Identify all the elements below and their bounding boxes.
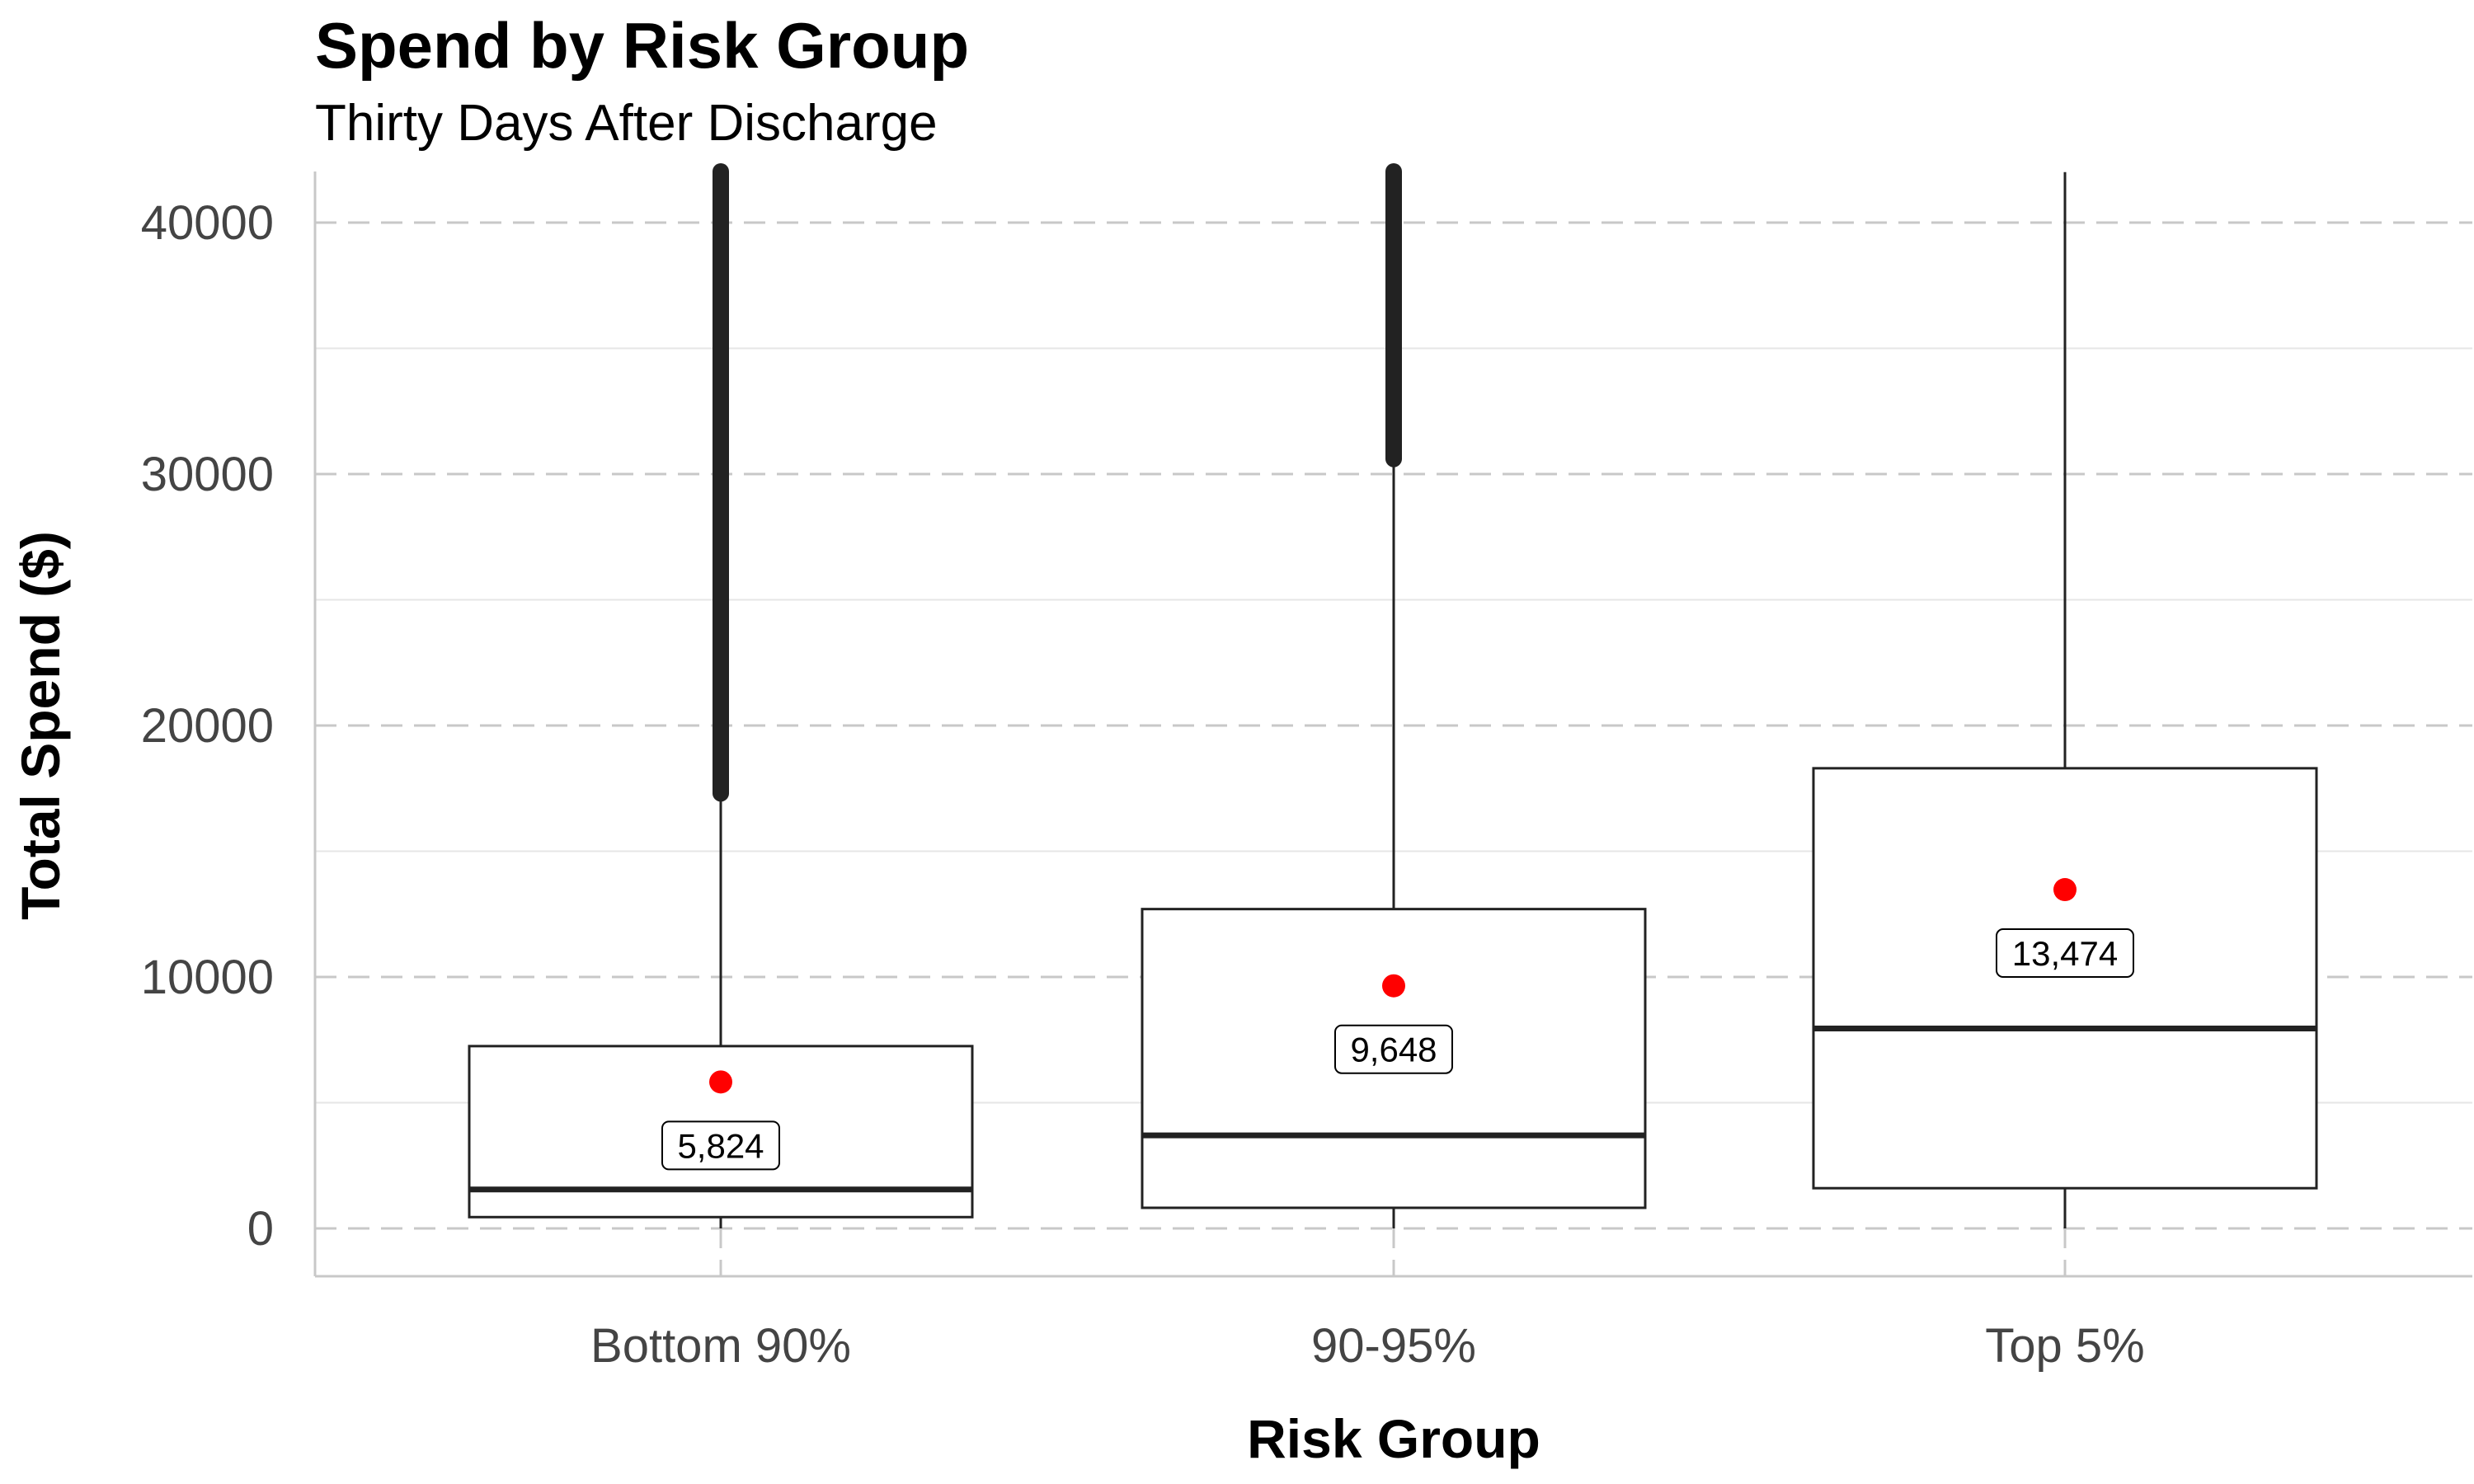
mean-label-box	[661, 1120, 780, 1171]
x-tick-labels: Bottom 90% 90-95% Top 5%	[590, 1319, 2145, 1373]
chart-subtitle: Thirty Days After Discharge	[315, 95, 938, 152]
mean-point	[2053, 878, 2077, 902]
mean-label-box	[1996, 928, 2134, 979]
y-tick-label: 30000	[141, 448, 274, 501]
chart-title: Spend by Risk Group	[315, 9, 969, 82]
x-tick-label: Bottom 90%	[590, 1319, 851, 1373]
x-tick-label: Top 5%	[1985, 1319, 2144, 1373]
x-axis-title: Risk Group	[1247, 1408, 1540, 1469]
y-axis-title: Total Spend ($)	[10, 531, 71, 920]
y-tick-label: 0	[247, 1202, 274, 1256]
box-1: 5,824	[468, 163, 974, 1228]
y-tick-label: 20000	[141, 699, 274, 753]
axes	[313, 171, 2472, 1278]
mean-point	[709, 1070, 732, 1094]
y-tick-labels: 0 10000 20000 30000 40000	[141, 196, 274, 1256]
box-iqr	[1812, 767, 2318, 1190]
mean-label-box	[1334, 1024, 1453, 1074]
box-2: 9,648	[1141, 163, 1647, 1228]
mean-label: 5,824	[677, 1126, 764, 1165]
y-tick-label: 10000	[141, 951, 274, 1004]
boxes: 5,824 9,648 13,474	[468, 163, 2318, 1228]
mean-label: 13,474	[2012, 934, 2118, 973]
mean-label: 9,648	[1350, 1031, 1437, 1069]
box-3: 13,474	[1812, 172, 2318, 1228]
x-tick-label: 90-95%	[1311, 1319, 1476, 1373]
mean-point	[1382, 974, 1405, 998]
y-tick-label: 40000	[141, 196, 274, 250]
